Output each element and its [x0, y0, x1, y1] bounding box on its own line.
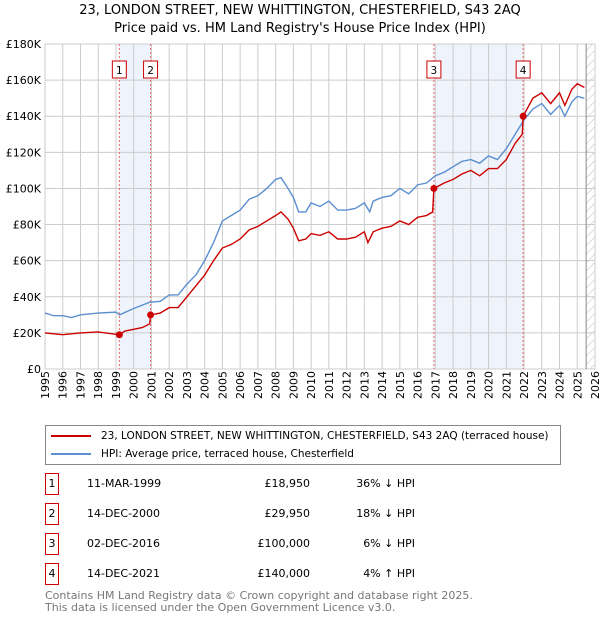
sale-hpi-diff: 4% ↑ HPI	[363, 567, 415, 580]
x-tick-label: 2000	[128, 371, 141, 399]
x-tick-label: 2024	[554, 371, 567, 399]
x-tick-label: 2022	[518, 371, 531, 399]
y-tick-label: £120K	[6, 146, 42, 159]
legend-label: 23, LONDON STREET, NEW WHITTINGTON, CHES…	[101, 430, 549, 442]
x-tick-label: 2011	[323, 371, 336, 399]
x-tick-label: 2002	[163, 371, 176, 399]
sale-hpi-diff: 36% ↓ HPI	[356, 477, 415, 490]
chart-subtitle: Price paid vs. HM Land Registry's House …	[114, 21, 486, 36]
y-tick-label: £0	[27, 363, 41, 376]
sale-date: 02-DEC-2016	[87, 537, 161, 550]
x-tick-label: 2013	[358, 371, 371, 399]
sale-price: £29,950	[264, 507, 311, 520]
x-tick-label: 2007	[252, 371, 265, 399]
sale-number: 3	[45, 533, 59, 555]
property-line	[44, 82, 585, 336]
sale-label: 4	[520, 65, 527, 77]
sale-hpi-diff: 6% ↓ HPI	[363, 537, 415, 550]
x-tick-label: 2019	[465, 371, 478, 399]
sale-label: 2	[147, 65, 154, 77]
y-tick-label: £60K	[13, 255, 42, 268]
y-tick-label: £140K	[6, 110, 42, 123]
x-tick-label: 2006	[234, 371, 247, 399]
x-tick-label: 2010	[305, 371, 318, 399]
hpi-line	[44, 95, 585, 319]
x-tick-label: 1997	[74, 371, 87, 399]
x-tick-label: 2025	[571, 371, 584, 399]
sale-point	[115, 331, 123, 339]
shaded-range	[433, 44, 524, 369]
x-tick-label: 1996	[57, 371, 70, 399]
sale-hpi-diff: 18% ↓ HPI	[356, 507, 415, 520]
y-tick-label: £160K	[6, 74, 42, 87]
sale-date: 14-DEC-2000	[87, 507, 161, 520]
x-tick-label: 2001	[145, 371, 158, 399]
x-tick-label: 1998	[92, 371, 105, 399]
x-tick-label: 2020	[483, 371, 496, 399]
y-tick-label: £20K	[13, 327, 42, 340]
x-tick-label: 2015	[394, 371, 407, 399]
x-tick-label: 2016	[412, 371, 425, 399]
sale-point	[430, 184, 438, 192]
legend: 23, LONDON STREET, NEW WHITTINGTON, CHES…	[45, 425, 561, 465]
sale-price: £100,000	[257, 537, 311, 550]
x-tick-label: 2017	[429, 371, 442, 399]
x-tick-label: 2012	[341, 371, 354, 399]
sale-label-box	[143, 60, 159, 79]
sale-number: 4	[45, 563, 59, 585]
x-tick-label: 2008	[270, 371, 283, 399]
x-tick-label: 2018	[447, 371, 460, 399]
chart-plot: 1995 1996 1997 1998 1999 2000 2001 2002 2003 2004…	[6, 38, 600, 399]
x-tick-label: 2014	[376, 371, 389, 399]
sale-label-box	[111, 60, 127, 79]
legend-swatch-blue	[51, 453, 91, 455]
x-tick-label: 2005	[216, 371, 229, 399]
footer-licence: This data is licensed under the Open Gov…	[45, 601, 396, 614]
y-tick-label: £80K	[13, 219, 42, 232]
x-tick-label: 1995	[39, 371, 52, 399]
x-tick-label: 2009	[287, 371, 300, 399]
sale-point	[519, 112, 527, 120]
table-row: 1 11-MAR-1999 £18,950 36% ↓ HPI	[45, 473, 445, 495]
table-row: 4 14-DEC-2021 £140,000 4% ↑ HPI	[45, 563, 445, 585]
legend-swatch-red	[51, 435, 91, 437]
x-tick-label: 2023	[536, 371, 549, 399]
chart-title: 23, LONDON STREET, NEW WHITTINGTON, CHES…	[79, 3, 521, 18]
y-tick-label: £40K	[13, 291, 42, 304]
legend-label: HPI: Average price, terraced house, Ches…	[101, 448, 354, 460]
y-tick-label: £100K	[6, 182, 42, 195]
sale-price: £140,000	[257, 567, 311, 580]
legend-item-property: 23, LONDON STREET, NEW WHITTINGTON, CHES…	[51, 427, 549, 445]
shaded-range	[119, 44, 151, 369]
footer-copyright: Contains HM Land Registry data © Crown c…	[45, 589, 473, 602]
table-row: 2 14-DEC-2000 £29,950 18% ↓ HPI	[45, 503, 445, 525]
x-tick-label: 2003	[181, 371, 194, 399]
sale-label: 3	[431, 65, 438, 77]
forecast-hatch	[586, 44, 595, 369]
sale-number: 1	[45, 473, 59, 495]
sale-date: 11-MAR-1999	[87, 477, 162, 490]
sale-point	[147, 311, 155, 319]
sale-number: 2	[45, 503, 59, 525]
y-tick-label: £180K	[6, 38, 42, 51]
x-tick-label: 2004	[199, 371, 212, 399]
x-tick-label: 1999	[110, 371, 123, 399]
legend-item-hpi: HPI: Average price, terraced house, Ches…	[51, 445, 354, 463]
sale-label-box	[426, 60, 442, 79]
table-row: 3 02-DEC-2016 £100,000 6% ↓ HPI	[45, 533, 445, 555]
sale-price: £18,950	[264, 477, 311, 490]
x-tick-label: 2021	[500, 371, 513, 399]
sale-label-box	[515, 60, 531, 79]
sale-date: 14-DEC-2021	[87, 567, 161, 580]
sale-label: 1	[116, 65, 123, 77]
x-tick-label: 2026	[589, 371, 600, 399]
